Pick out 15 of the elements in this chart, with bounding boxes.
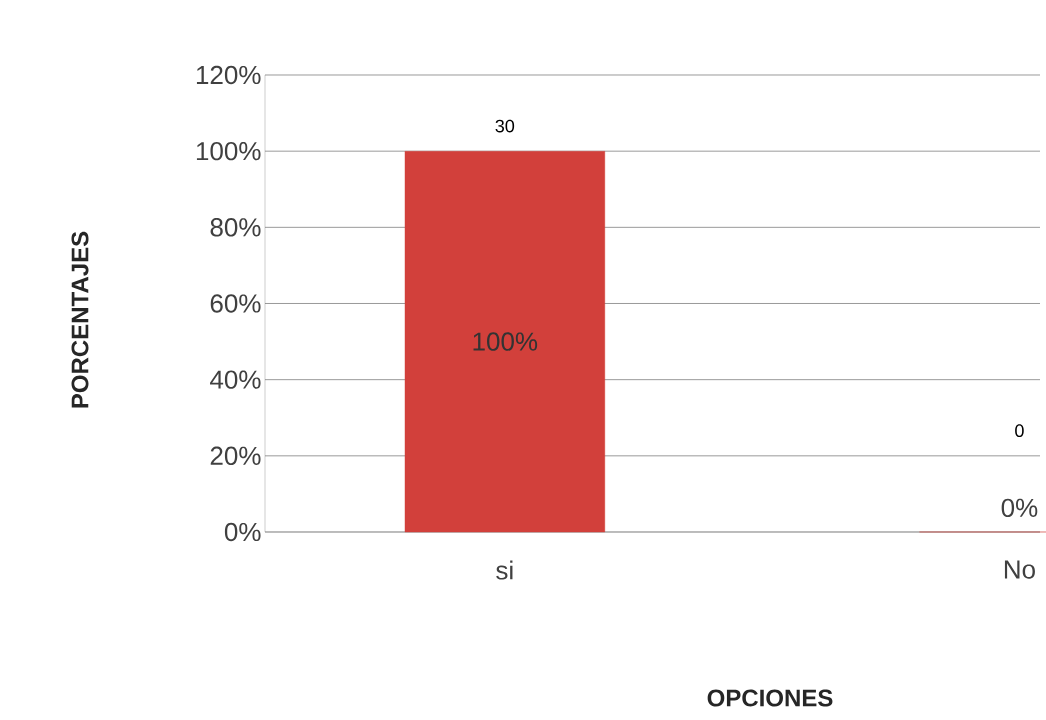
- data-label: 0%: [1001, 498, 1038, 518]
- x-tick-label: No: [1004, 560, 1035, 579]
- y-axis-title: PORCENTAJES: [71, 231, 89, 408]
- y-tick-label: 80%: [210, 218, 261, 237]
- annotation: 30: [495, 119, 515, 133]
- y-tick-label: 0%: [224, 522, 261, 542]
- x-axis-title: OPCIONES: [707, 689, 833, 707]
- y-tick-label: 20%: [210, 446, 261, 466]
- x-tick-label: si: [496, 560, 513, 580]
- y-tick-label: 100%: [196, 141, 261, 161]
- data-label: 100%: [473, 332, 538, 351]
- y-tick-label: 40%: [210, 370, 261, 389]
- y-tick-label: 60%: [210, 294, 261, 313]
- y-tick-label: 120%: [196, 65, 261, 85]
- annotation: 0: [1015, 424, 1024, 438]
